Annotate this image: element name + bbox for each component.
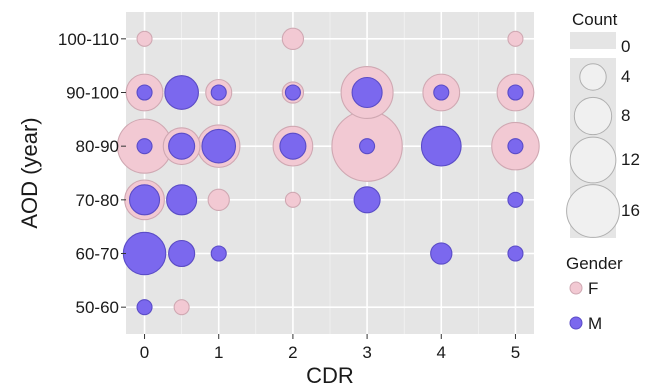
x-tick-label: 3 bbox=[362, 343, 371, 362]
bubble-m bbox=[359, 138, 376, 155]
color-legend-title: Gender bbox=[566, 254, 623, 273]
color-legend-swatch bbox=[569, 281, 583, 295]
size-legend-label: 4 bbox=[621, 67, 630, 86]
size-legend-label: 16 bbox=[621, 201, 640, 220]
bubble-m bbox=[210, 245, 227, 262]
x-tick-label: 4 bbox=[437, 343, 446, 362]
bubble-m bbox=[353, 186, 381, 214]
size-legend-label: 0 bbox=[621, 37, 630, 56]
bubble-m bbox=[168, 132, 196, 160]
bubble-m bbox=[507, 84, 524, 101]
bubble-m bbox=[279, 132, 307, 160]
bubble-f bbox=[136, 30, 153, 47]
bubble-m bbox=[507, 191, 524, 208]
size-legend-circle bbox=[579, 63, 607, 91]
x-tick-label: 5 bbox=[511, 343, 520, 362]
bubbles bbox=[116, 27, 540, 316]
color-legend-label: M bbox=[588, 314, 602, 333]
bubble-m bbox=[351, 76, 383, 109]
color-legend-swatch bbox=[569, 316, 583, 330]
bubble-m bbox=[128, 184, 161, 216]
bubble-m bbox=[168, 239, 196, 268]
y-tick-label: 100-110 bbox=[58, 30, 119, 49]
bubble-m bbox=[420, 125, 462, 167]
bubble-m bbox=[136, 138, 153, 155]
y-tick-label: 80-90 bbox=[76, 137, 119, 156]
bubble-m bbox=[166, 184, 198, 216]
bubble-m bbox=[507, 138, 524, 155]
size-legend-circle bbox=[569, 136, 617, 184]
x-axis-ticks: 0 1 2 3 4 5 bbox=[140, 334, 520, 362]
y-axis-title: AOD (year) bbox=[17, 117, 42, 228]
bubble-m bbox=[433, 84, 450, 101]
legend: Count 0 4 8 12 16 Gender FM bbox=[566, 10, 640, 333]
color-legend-label: F bbox=[588, 279, 598, 298]
size-legend-circle bbox=[566, 184, 620, 238]
bubble-m bbox=[507, 245, 524, 262]
bubble-m bbox=[284, 84, 301, 101]
size-legend-label: 12 bbox=[621, 150, 640, 169]
size-legend-label: 8 bbox=[621, 106, 630, 125]
grid-minor bbox=[181, 12, 479, 334]
y-axis-ticks: 50-60 60-70 70-80 80-90 90-100 100-110 bbox=[58, 30, 126, 317]
size-legend-key bbox=[570, 32, 616, 49]
x-tick-label: 0 bbox=[140, 343, 149, 362]
bubble-m bbox=[210, 84, 227, 101]
bubble-f bbox=[284, 191, 301, 208]
bubble-m bbox=[122, 231, 167, 276]
x-tick-label: 1 bbox=[214, 343, 223, 362]
color-legend: FM bbox=[569, 279, 602, 333]
bubble-m bbox=[136, 84, 153, 101]
y-tick-label: 70-80 bbox=[76, 191, 119, 210]
bubble-f bbox=[173, 299, 190, 316]
bubble-m bbox=[136, 299, 153, 316]
bubble-f bbox=[207, 188, 230, 211]
bubble-f bbox=[507, 30, 524, 47]
size-legend: 0 4 8 12 16 bbox=[566, 32, 640, 238]
bubble-m bbox=[201, 128, 237, 164]
y-tick-label: 90-100 bbox=[66, 84, 119, 103]
bubble-f bbox=[281, 27, 305, 50]
y-tick-label: 60-70 bbox=[76, 245, 119, 264]
bubble-m bbox=[430, 242, 453, 265]
y-tick-label: 50-60 bbox=[76, 298, 119, 317]
x-axis-title: CDR bbox=[306, 363, 354, 388]
x-tick-label: 2 bbox=[288, 343, 297, 362]
size-legend-title: Count bbox=[572, 10, 618, 29]
bubble-m bbox=[164, 75, 199, 110]
size-legend-circle bbox=[573, 96, 613, 136]
